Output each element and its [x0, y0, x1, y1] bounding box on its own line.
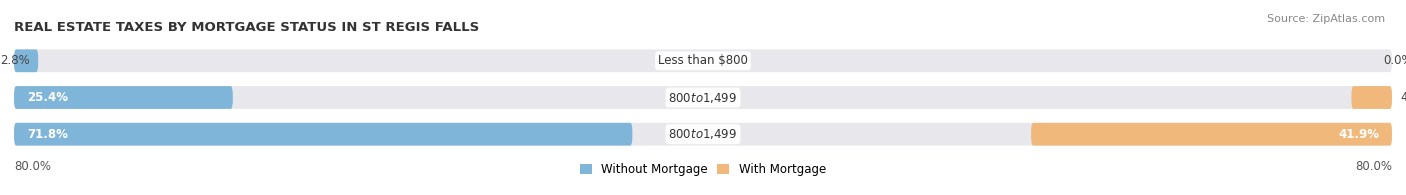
FancyBboxPatch shape: [14, 49, 1392, 72]
FancyBboxPatch shape: [14, 123, 1392, 146]
Text: Source: ZipAtlas.com: Source: ZipAtlas.com: [1267, 14, 1385, 24]
Text: $800 to $1,499: $800 to $1,499: [668, 90, 738, 105]
Text: 71.8%: 71.8%: [27, 128, 67, 141]
Text: 80.0%: 80.0%: [1355, 160, 1392, 173]
Text: 80.0%: 80.0%: [14, 160, 51, 173]
Text: $800 to $1,499: $800 to $1,499: [668, 127, 738, 141]
Text: Less than $800: Less than $800: [658, 54, 748, 67]
Text: 41.9%: 41.9%: [1339, 128, 1379, 141]
Text: REAL ESTATE TAXES BY MORTGAGE STATUS IN ST REGIS FALLS: REAL ESTATE TAXES BY MORTGAGE STATUS IN …: [14, 21, 479, 34]
Text: 4.7%: 4.7%: [1400, 91, 1406, 104]
Text: 0.0%: 0.0%: [1384, 54, 1406, 67]
FancyBboxPatch shape: [14, 86, 1392, 109]
FancyBboxPatch shape: [14, 49, 38, 72]
FancyBboxPatch shape: [14, 123, 633, 146]
Text: 25.4%: 25.4%: [27, 91, 67, 104]
Legend: Without Mortgage, With Mortgage: Without Mortgage, With Mortgage: [581, 163, 825, 176]
FancyBboxPatch shape: [14, 86, 233, 109]
FancyBboxPatch shape: [1031, 123, 1392, 146]
FancyBboxPatch shape: [1351, 86, 1392, 109]
Text: 2.8%: 2.8%: [0, 54, 30, 67]
